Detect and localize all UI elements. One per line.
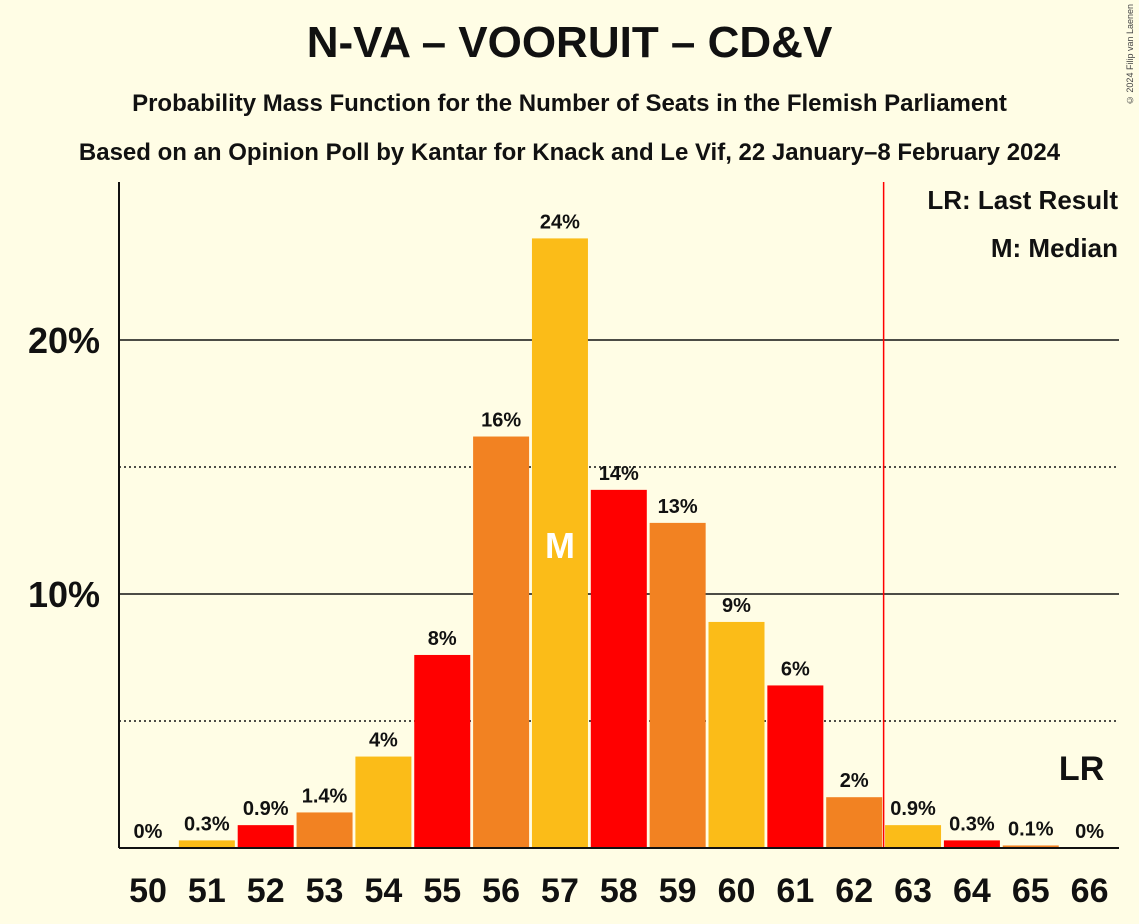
x-tick-label: 54 [364,872,402,910]
bar-55 [414,654,471,848]
x-tick-label: 55 [423,872,461,910]
data-label-61: 6% [781,658,810,680]
chart-source: Based on an Opinion Poll by Kantar for K… [78,139,1061,166]
data-label-60: 9% [722,595,751,617]
page-title: N-VA – VOORUIT – CD&V [306,18,833,67]
data-label-51: 0.3% [184,813,230,835]
bar-64 [943,840,1000,848]
bar-57 [531,238,588,848]
x-tick-label: 59 [659,872,697,910]
x-tick-label: 66 [1071,872,1109,910]
x-tick-label: 56 [482,872,520,910]
bar-51 [178,840,235,848]
x-tick-label: 58 [600,872,638,910]
bar-61 [767,685,824,848]
data-label-55: 8% [428,628,457,650]
data-label-66: 0% [1075,821,1104,843]
x-tick-label: 53 [306,872,344,910]
bar-58 [590,489,647,848]
x-tick-label: 62 [835,872,873,910]
bar-52 [237,825,294,848]
data-label-53: 1.4% [302,785,348,807]
bar-59 [649,522,706,848]
x-tick-label: 51 [188,872,226,910]
x-tick-label: 57 [541,872,579,910]
data-label-54: 4% [369,730,398,752]
legend-last-result: LR: Last Result [927,185,1118,215]
data-label-62: 2% [840,770,869,792]
data-label-65: 0.1% [1008,818,1054,840]
bar-56 [473,436,530,848]
x-tick-label: 64 [953,872,991,910]
data-label-64: 0.3% [949,813,995,835]
x-tick-label: 65 [1012,872,1050,910]
bar-54 [355,756,412,848]
data-label-57: 24% [540,211,580,233]
x-tick-label: 52 [247,872,285,910]
median-marker: M [545,525,575,566]
bar-53 [296,812,353,848]
data-label-63: 0.9% [890,798,936,820]
x-tick-label: 60 [718,872,756,910]
data-label-50: 0% [134,821,163,843]
chart-subtitle: Probability Mass Function for the Number… [132,90,1007,117]
bar-63 [885,825,942,848]
x-tick-label: 61 [776,872,814,910]
bar-62 [826,797,883,848]
bar-65 [1002,845,1059,848]
data-label-56: 16% [481,410,521,432]
data-label-58: 14% [599,463,639,485]
y-tick-label: 10% [28,574,100,615]
x-tick-label: 63 [894,872,932,910]
data-label-52: 0.9% [243,798,289,820]
x-tick-label: 50 [129,872,167,910]
data-label-59: 13% [658,496,698,518]
legend-median: M: Median [990,233,1118,263]
last-result-marker: LR [1059,750,1104,788]
y-tick-label: 20% [28,320,100,361]
bar-60 [708,621,765,848]
